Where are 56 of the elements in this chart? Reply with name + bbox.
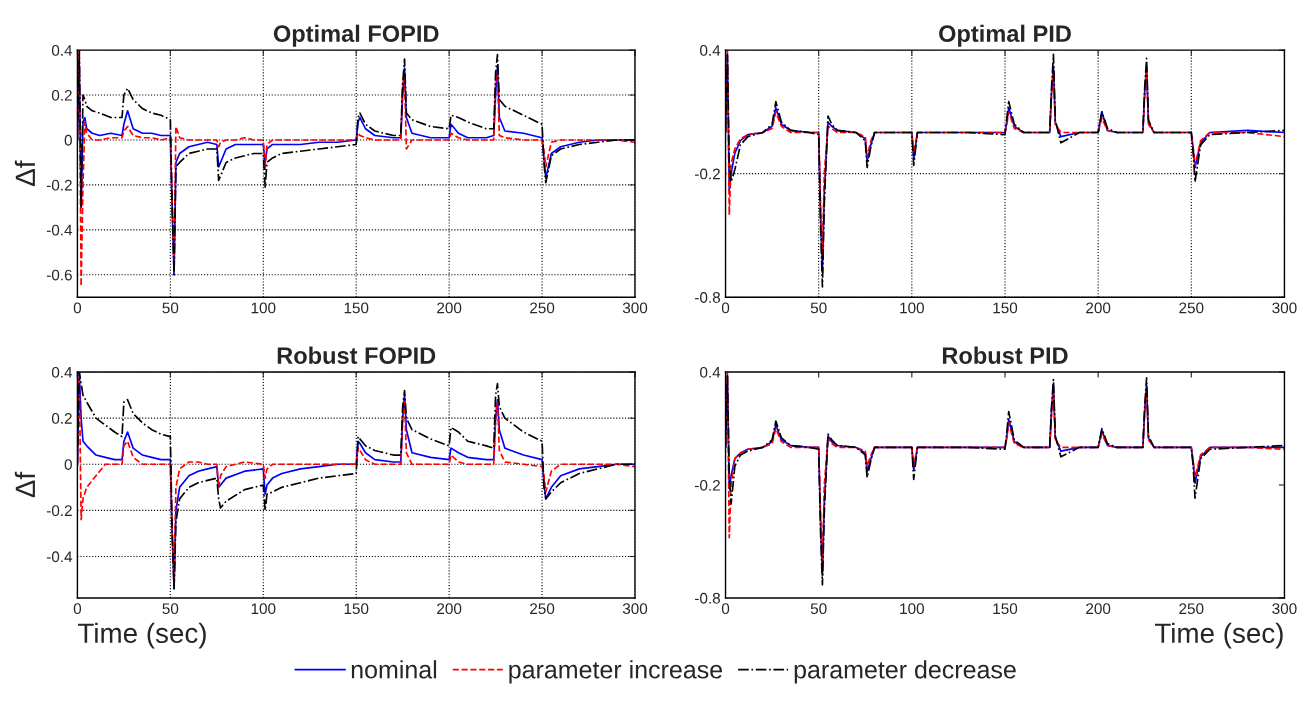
y-tick-label: 0 [64, 459, 72, 470]
x-tick-label: 0 [721, 603, 730, 615]
y-tick-label: 0.4 [700, 44, 721, 56]
chart-title: Optimal PID [939, 24, 1071, 47]
y-tick-label: -0.6 [46, 269, 72, 281]
y-tick-label: 0.4 [700, 366, 721, 378]
x-tick-label: 300 [1272, 302, 1297, 314]
x-tick-label: 300 [1272, 603, 1297, 615]
y-tick-label: 0.2 [51, 89, 72, 101]
x-tick-label: 50 [162, 302, 179, 314]
x-tick-label: 200 [437, 603, 462, 615]
chart-title: Optimal FOPID [273, 24, 439, 47]
y-axis-title: Δf [14, 471, 35, 498]
x-tick-label: 50 [162, 603, 179, 615]
chart-title: Robust PID [942, 346, 1068, 364]
x-tick-label: 150 [993, 302, 1018, 314]
y-tick-label: -0.4 [46, 224, 73, 236]
x-tick-label: 200 [437, 302, 462, 314]
y-tick-label: 0 [64, 134, 72, 146]
x-tick-label: 150 [344, 603, 369, 615]
legend-label: parameter decrease [794, 660, 1016, 684]
x-tick-label: 100 [251, 302, 276, 314]
legend-label: parameter increase [509, 660, 722, 684]
y-tick-label: -0.2 [46, 505, 72, 517]
x-tick-label: 0 [73, 302, 82, 314]
y-tick-label: 0.2 [51, 413, 72, 424]
y-tick-label: -0.8 [695, 592, 721, 604]
legend-label: nominal [351, 660, 437, 679]
x-tick-label: 250 [1179, 302, 1204, 314]
y-tick-label: -0.2 [695, 479, 720, 491]
x-tick-label: 100 [900, 603, 924, 615]
x-tick-label: 150 [344, 302, 369, 314]
x-tick-label: 250 [1179, 603, 1204, 615]
x-tick-label: 0 [721, 302, 730, 314]
x-tick-label: 300 [622, 302, 648, 314]
x-tick-label: 250 [530, 302, 555, 314]
x-tick-label: 100 [251, 603, 276, 615]
chart-title: Robust FOPID [277, 346, 436, 364]
x-tick-label: 0 [73, 603, 82, 615]
y-tick-label: 0.4 [51, 366, 73, 378]
x-tick-label: 50 [810, 603, 827, 615]
y-tick-label: -0.8 [695, 292, 721, 303]
y-tick-label: -0.4 [46, 551, 73, 563]
y-tick-label: 0.4 [51, 44, 73, 56]
x-tick-label: 50 [810, 302, 827, 314]
x-tick-label: 200 [1086, 603, 1111, 615]
x-tick-label: 300 [622, 603, 648, 615]
y-tick-label: -0.2 [695, 168, 720, 180]
x-tick-label: 100 [900, 302, 924, 314]
x-tick-label: 250 [530, 603, 555, 615]
x-tick-label: 150 [993, 603, 1018, 615]
y-axis-title: Δf [14, 160, 35, 186]
x-axis-title: Time (sec) [78, 622, 206, 649]
y-tick-label: -0.2 [46, 179, 72, 191]
x-axis-title: Time (sec) [1154, 622, 1283, 649]
x-tick-label: 200 [1086, 302, 1111, 314]
